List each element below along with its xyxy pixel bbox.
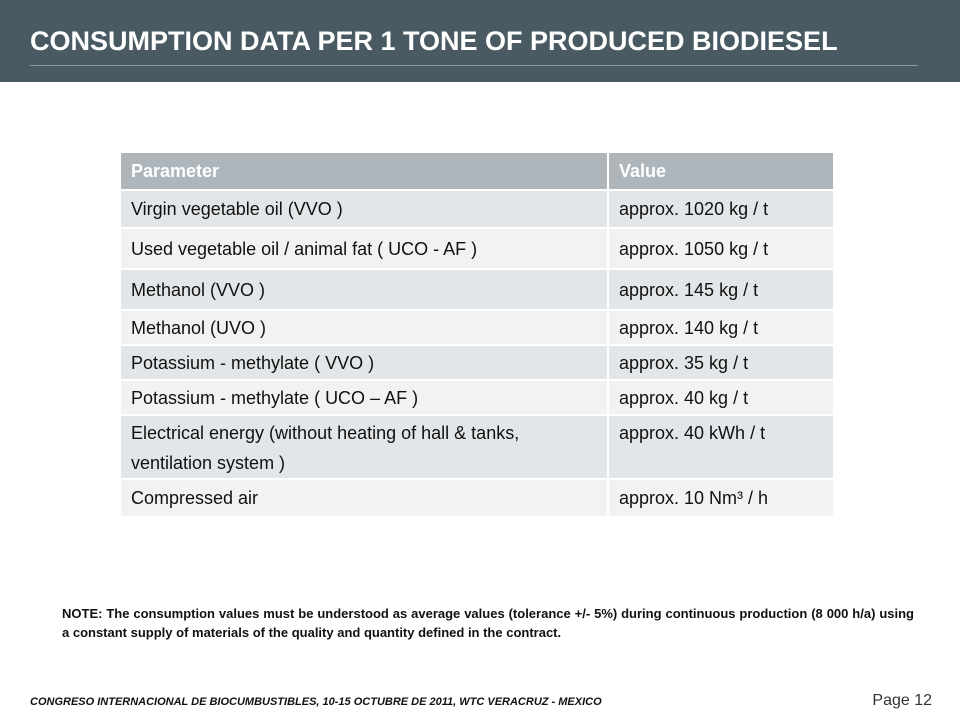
title-banner: CONSUMPTION DATA PER 1 TONE OF PRODUCED … — [0, 0, 960, 82]
parameter-cell: Methanol (VVO ) — [121, 268, 609, 309]
table-row: Electrical energy (without heating of ha… — [121, 414, 833, 478]
value-cell: approx. 1020 kg / t — [609, 189, 833, 227]
column-header-value: Value — [609, 153, 833, 189]
table-row: Compressed air approx. 10 Nm³ / h — [121, 478, 833, 516]
page-number: Page 12 — [872, 692, 932, 709]
table-row: Methanol (UVO ) approx. 140 kg / t — [121, 309, 833, 344]
parameter-cell: Used vegetable oil / animal fat ( UCO - … — [121, 227, 609, 268]
table-row: Used vegetable oil / animal fat ( UCO - … — [121, 227, 833, 268]
value-cell: approx. 40 kg / t — [609, 379, 833, 414]
consumption-table: Parameter Value Virgin vegetable oil (VV… — [121, 153, 833, 516]
footer-conference: CONGRESO INTERNACIONAL DE BIOCUMBUSTIBLE… — [30, 696, 602, 708]
table-header-row: Parameter Value — [121, 153, 833, 189]
parameter-cell: Methanol (UVO ) — [121, 309, 609, 344]
value-cell: approx. 140 kg / t — [609, 309, 833, 344]
parameter-cell: Virgin vegetable oil (VVO ) — [121, 189, 609, 227]
value-cell: approx. 10 Nm³ / h — [609, 478, 833, 516]
column-header-parameter: Parameter — [121, 153, 609, 189]
parameter-cell: Compressed air — [121, 478, 609, 516]
table-row: Methanol (VVO ) approx. 145 kg / t — [121, 268, 833, 309]
parameter-cell: Potassium - methylate ( UCO – AF ) — [121, 379, 609, 414]
table-row: Virgin vegetable oil (VVO ) approx. 1020… — [121, 189, 833, 227]
value-cell: approx. 40 kWh / t — [609, 414, 833, 478]
table-row: Potassium - methylate ( VVO ) approx. 35… — [121, 344, 833, 379]
parameter-cell: Electrical energy (without heating of ha… — [121, 414, 609, 478]
value-cell: approx. 35 kg / t — [609, 344, 833, 379]
table-row: Potassium - methylate ( UCO – AF ) appro… — [121, 379, 833, 414]
title-divider — [30, 65, 918, 66]
value-cell: approx. 1050 kg / t — [609, 227, 833, 268]
consumption-note: NOTE: The consumption values must be und… — [62, 606, 914, 640]
page-title: CONSUMPTION DATA PER 1 TONE OF PRODUCED … — [30, 26, 838, 56]
parameter-cell: Potassium - methylate ( VVO ) — [121, 344, 609, 379]
value-cell: approx. 145 kg / t — [609, 268, 833, 309]
